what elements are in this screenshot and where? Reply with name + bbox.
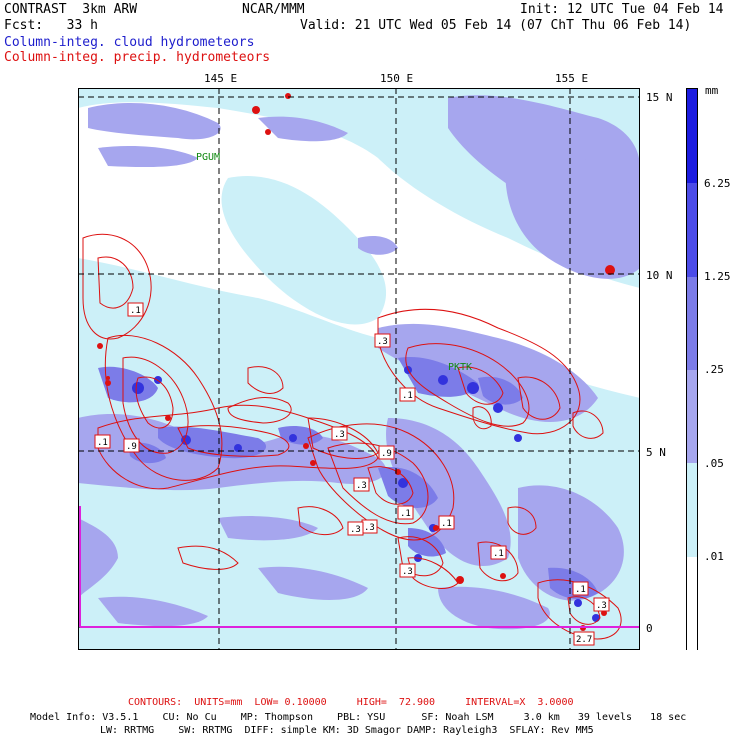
svg-text:.1: .1 [400,509,411,519]
svg-text:2.7: 2.7 [576,635,592,645]
lon-label-150: 150 E [380,72,414,85]
colorbar-band [687,557,697,651]
contour-label: 2.7 [573,631,595,646]
lat-label-10: 10 N [646,269,673,282]
field-cloud-label: Column-integ. cloud hydrometeors [4,35,255,50]
contour-label: .3 [374,333,391,348]
svg-text:.1: .1 [130,306,141,316]
contour-label: .3 [399,563,416,578]
svg-text:.3: .3 [334,430,345,440]
colorbar-label: 1.25 [704,270,731,283]
contour-label: .9 [378,445,395,460]
svg-text:.3: .3 [350,525,361,535]
forecast-map: PGUM PKTK .1 .3 .1 .9 .3 .9 .3 .3 .1 .1 … [78,88,640,650]
colorbar-label: 6.25 [704,177,731,190]
contour-label: .1 [397,505,414,520]
lat-label-0: 0 [646,622,653,635]
contour-label: .3 [361,519,378,534]
precip-cores [97,93,615,631]
station-pktk: PKTK [448,362,472,373]
svg-text:.9: .9 [381,449,392,459]
contour-label: .1 [94,434,111,449]
colorbar-label: .25 [704,363,724,376]
contour-label: .3 [353,477,370,492]
lon-label-155: 155 E [555,72,589,85]
precip-contours [82,233,622,640]
valid-time: Valid: 21 UTC Wed 05 Feb 14 (07 ChT Thu … [300,18,692,33]
contour-label: .1 [490,545,507,560]
contour-label: .9 [123,438,140,453]
contours-info: CONTOURS: UNITS=mm LOW= 0.10000 HIGH= 72… [128,697,574,708]
contour-label: .1 [399,387,416,402]
colorbar-band [687,277,697,370]
contour-label: .3 [593,597,610,612]
station-pgum: PGUM [196,152,220,163]
contour-labels: .1 .3 .1 .9 .3 .9 .3 .3 .1 .1 .1 .3 .1 .… [94,302,610,646]
colorbar-band [687,89,697,183]
svg-text:.1: .1 [402,391,413,401]
svg-text:.1: .1 [575,585,586,595]
cloud-shading-core [132,366,600,622]
contour-label: .3 [347,521,364,536]
svg-text:.3: .3 [364,523,375,533]
contour-label: .1 [572,581,589,596]
svg-text:.1: .1 [493,549,504,559]
colorbar-band [687,183,697,277]
svg-text:.3: .3 [596,601,607,611]
svg-text:.3: .3 [402,567,413,577]
colorbar [686,88,698,651]
contour-label: .1 [127,302,144,317]
colorbar-band [687,370,697,463]
colorbar-unit: mm [705,84,719,97]
lat-label-5: 5 N [646,446,666,459]
model-info-line2: LW: RRTMG SW: RRTMG DIFF: simple KM: 3D … [100,725,594,736]
lon-label-145: 145 E [204,72,238,85]
model-title: CONTRAST 3km ARW [4,2,138,17]
org-label: NCAR/MMM [242,2,305,17]
svg-text:.1: .1 [97,438,108,448]
field-precip-label: Column-integ. precip. hydrometeors [4,50,271,65]
svg-text:.9: .9 [126,442,137,452]
svg-text:.3: .3 [377,337,388,347]
domain-boundary [79,506,640,628]
svg-text:.1: .1 [441,519,452,529]
contour-label: .3 [331,426,348,441]
contour-label: .1 [438,515,455,530]
colorbar-band [687,463,697,557]
init-time: Init: 12 UTC Tue 04 Feb 14 [520,2,724,17]
forecast-hour: Fcst: 33 h [4,18,98,33]
lat-label-15: 15 N [646,91,673,104]
svg-text:.3: .3 [356,481,367,491]
colorbar-label: .05 [704,457,724,470]
model-info-line1: Model Info: V3.5.1 CU: No Cu MP: Thompso… [30,712,687,723]
colorbar-label: .01 [704,550,724,563]
